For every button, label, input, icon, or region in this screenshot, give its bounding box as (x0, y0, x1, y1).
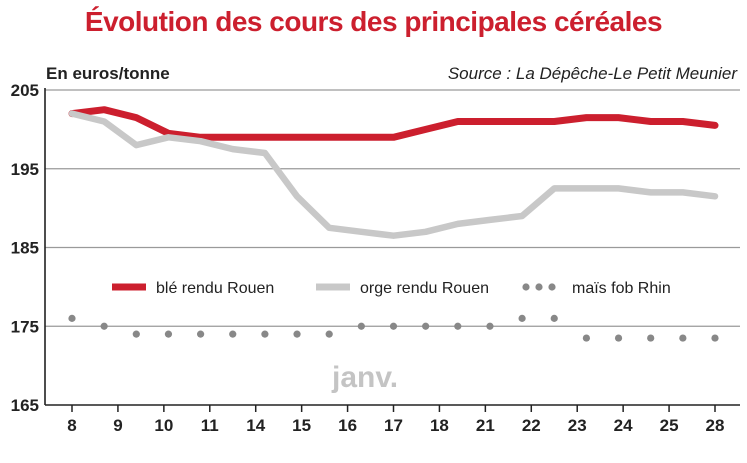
legend-label: blé rendu Rouen (156, 280, 274, 297)
x-tick-label: 18 (430, 416, 449, 435)
x-tick-label: 24 (614, 416, 633, 435)
mais-data-point (261, 330, 269, 338)
legend-label: maïs fob Rhin (572, 280, 671, 297)
mais-data-point (229, 330, 237, 338)
mais-data-point (164, 330, 173, 338)
x-tick-label: 14 (246, 416, 265, 435)
y-axis-unit-label: En euros/tonne (46, 64, 170, 83)
mais-data-point (454, 322, 462, 330)
x-tick-label: 21 (476, 416, 495, 435)
mais-data-point (100, 322, 108, 330)
orge-series-line (68, 110, 719, 239)
y-tick-label: 185 (11, 239, 39, 258)
chart-title: Évolution des cours des principales céré… (84, 6, 663, 37)
series-lines (68, 106, 719, 342)
mais-data-point (422, 322, 430, 330)
axes (44, 88, 740, 406)
y-tick-label: 195 (11, 160, 39, 179)
x-tick-label: 11 (201, 416, 219, 435)
month-annotation: janv. (331, 361, 398, 394)
x-tick-label: 9 (113, 416, 122, 435)
mais-data-point (325, 330, 333, 338)
mais-data-point (132, 330, 140, 338)
mais-data-point (518, 314, 526, 322)
mais-data-point (486, 322, 494, 330)
mais-data-point (550, 314, 558, 322)
y-axis-ticks: 205 195 185 175 165 (11, 81, 39, 415)
mais-data-point (197, 330, 205, 338)
legend: blé rendu Rouen orge rendu Rouen maïs fob … (112, 280, 671, 297)
x-tick-label: 10 (154, 416, 173, 435)
ble-series-line (68, 106, 719, 141)
mais-data-point (389, 322, 398, 330)
x-axis-ticks: 8 9 10 11 14 15 16 17 18 21 22 23 24 25 28 (67, 405, 724, 435)
legend-label: orge rendu Rouen (360, 280, 489, 297)
legend-swatch-dot (522, 283, 530, 291)
x-tick-label: 15 (292, 416, 311, 435)
mais-data-point (582, 334, 591, 342)
legend-swatch-dot (548, 283, 556, 291)
mais-data-point (357, 322, 365, 330)
y-tick-label: 175 (11, 317, 39, 336)
y-tick-label: 165 (11, 396, 39, 415)
mais-data-point (679, 334, 687, 342)
x-tick-label: 28 (706, 416, 725, 435)
y-tick-label: 205 (11, 81, 39, 100)
x-tick-label: 25 (660, 416, 679, 435)
x-tick-label: 8 (67, 416, 76, 435)
mais-data-point (614, 334, 623, 342)
x-tick-label: 22 (522, 416, 541, 435)
mais-data-point (647, 334, 655, 342)
legend-swatch-dot (535, 283, 543, 291)
mais-data-point (711, 334, 719, 342)
x-tick-label: 16 (338, 416, 357, 435)
x-tick-label: 23 (568, 416, 587, 435)
mais-data-point (68, 314, 76, 322)
source-credit: Source : La Dépêche-Le Petit Meunier (447, 64, 737, 83)
x-tick-label: 17 (384, 416, 403, 435)
mais-data-point (293, 330, 301, 338)
